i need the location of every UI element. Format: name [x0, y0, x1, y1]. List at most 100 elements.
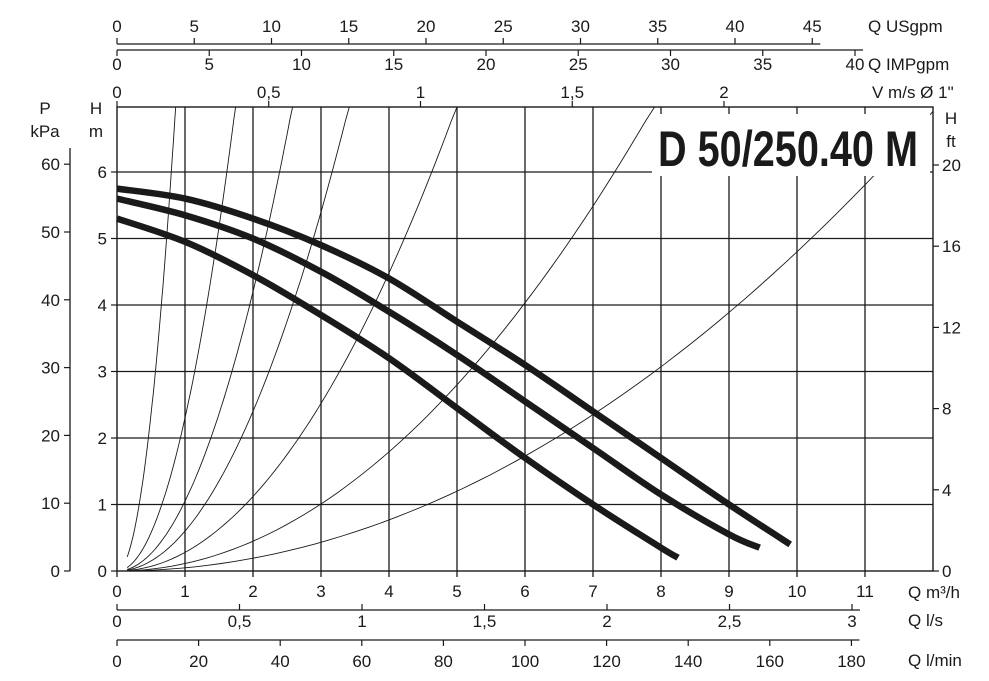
head-ft-axis-tick-label: 20	[942, 156, 961, 175]
chart-title: D 50/250.40 M	[658, 121, 918, 177]
impgpm-axis-tick-label: 5	[205, 55, 214, 74]
head-ft-axis-tick-label: 16	[942, 237, 961, 256]
system-curve	[127, 106, 294, 570]
x-tick-label: 6	[520, 582, 529, 601]
y-tick-label: 1	[98, 496, 107, 515]
usgpm-axis-label: Q USgpm	[868, 17, 943, 36]
lmin-axis-tick-label: 160	[756, 652, 784, 671]
lmin-axis-tick-label: 0	[112, 652, 121, 671]
pump-curve	[115, 215, 680, 561]
title-backing	[652, 114, 930, 176]
velocity-axis-tick-label: 0,5	[257, 83, 281, 102]
impgpm-axis-tick-label: 15	[384, 55, 403, 74]
usgpm-axis-tick-label: 30	[571, 17, 590, 36]
ls-axis-tick-label: 1	[357, 612, 366, 631]
pump-curve	[116, 185, 792, 548]
y-tick-label: 3	[98, 363, 107, 382]
usgpm-axis-tick-label: 40	[726, 17, 745, 36]
lmin-axis-tick-label: 120	[592, 652, 620, 671]
system-curve	[127, 106, 655, 572]
lmin-axis-tick-label: 60	[352, 652, 371, 671]
head-ft-axis-tick-label: 12	[942, 318, 961, 337]
impgpm-axis-label: Q IMPgpm	[868, 55, 949, 74]
system-curves-group	[126, 106, 934, 572]
head-ft-axis-tick-label: 0	[942, 562, 951, 581]
usgpm-axis-tick-label: 15	[339, 17, 358, 36]
impgpm-axis-tick-label: 30	[661, 55, 680, 74]
x-tick-label: 0	[112, 582, 121, 601]
lmin-axis-tick-label: 80	[434, 652, 453, 671]
x-tick-label: 1	[180, 582, 189, 601]
velocity-axis-tick-label: 1,5	[560, 83, 584, 102]
x-tick-label: 10	[788, 582, 807, 601]
head-ft-axis-label-ft: ft	[946, 132, 956, 151]
ls-axis-tick-label: 3	[847, 612, 856, 631]
pump-curve	[116, 195, 761, 551]
velocity-axis-tick-label: 2	[719, 83, 728, 102]
ls-axis-tick-label: 0	[112, 612, 121, 631]
pressure-axis-tick-label: 0	[51, 562, 60, 581]
impgpm-axis-tick-label: 25	[569, 55, 588, 74]
pressure-axis-tick-label: 30	[41, 359, 60, 378]
x-tick-label: 2	[248, 582, 257, 601]
y-tick-label: 2	[98, 429, 107, 448]
impgpm-axis-tick-label: 10	[292, 55, 311, 74]
x-tick-label: 11	[856, 582, 874, 601]
impgpm-axis-tick-label: 20	[477, 55, 496, 74]
head-m-axis-label-m: m	[89, 122, 103, 141]
lmin-axis-tick-label: 20	[189, 652, 208, 671]
pressure-axis-tick-label: 60	[41, 155, 60, 174]
usgpm-axis-tick-label: 35	[648, 17, 667, 36]
y-tick-label: 4	[98, 296, 107, 315]
lmin-axis-tick-label: 140	[674, 652, 702, 671]
flow-lmin-axis-label: Q l/min	[908, 651, 962, 670]
velocity-axis-label: V m/s Ø 1"	[872, 83, 954, 102]
x-tick-label: 3	[316, 582, 325, 601]
ls-axis-tick-label: 0,5	[228, 612, 252, 631]
system-curve	[126, 106, 177, 558]
system-curve	[126, 106, 237, 568]
pump-curves-group	[115, 185, 792, 561]
head-ft-axis-label-h: H	[945, 109, 957, 128]
usgpm-axis-tick-label: 45	[803, 17, 822, 36]
head-ft-axis-tick-label: 8	[942, 400, 951, 419]
x-tick-label: 4	[384, 582, 393, 601]
impgpm-axis-tick-label: 35	[753, 55, 772, 74]
x-tick-label: 9	[724, 582, 733, 601]
impgpm-axis-tick-label: 0	[112, 55, 121, 74]
system-curve	[127, 111, 934, 572]
system-curve	[127, 106, 458, 572]
usgpm-axis-tick-label: 20	[417, 17, 436, 36]
y-tick-label: 0	[98, 562, 107, 581]
y-tick-label: 5	[98, 230, 107, 249]
lmin-axis-tick-label: 40	[271, 652, 290, 671]
ls-axis-tick-label: 2,5	[718, 612, 742, 631]
usgpm-axis-tick-label: 0	[112, 17, 121, 36]
pressure-axis-tick-label: 50	[41, 223, 60, 242]
x-tick-label: 7	[588, 582, 597, 601]
flow-ls-axis-label: Q l/s	[908, 611, 943, 630]
ls-axis-tick-label: 1,5	[473, 612, 497, 631]
lmin-axis-tick-label: 100	[511, 652, 539, 671]
pressure-axis-tick-label: 40	[41, 291, 60, 310]
system-curve	[127, 106, 350, 571]
pressure-axis-label-p: P	[39, 99, 50, 118]
pressure-axis-tick-label: 20	[41, 426, 60, 445]
x-tick-label: 5	[452, 582, 461, 601]
head-ft-axis-tick-label: 4	[942, 481, 951, 500]
head-m-axis-label-h: H	[90, 99, 102, 118]
usgpm-axis-tick-label: 5	[190, 17, 199, 36]
velocity-axis-tick-label: 0	[112, 83, 121, 102]
usgpm-axis-tick-label: 10	[262, 17, 281, 36]
axes-group: 0 1 2 3 4 5 6 7 8 9 10 110 5 10 15 20 25 30 35 40 450 5 10 15 20…	[41, 17, 961, 671]
impgpm-axis-tick-label: 40	[846, 55, 865, 74]
x-tick-label: 8	[656, 582, 665, 601]
usgpm-axis-tick-label: 25	[494, 17, 513, 36]
pressure-axis-label-kpa: kPa	[30, 122, 60, 141]
velocity-axis-tick-label: 1	[416, 83, 425, 102]
y-tick-label: 6	[98, 163, 107, 182]
flow-m3h-axis-label: Q m³/h	[908, 583, 960, 602]
lmin-axis-tick-label: 180	[837, 652, 865, 671]
pressure-axis-tick-label: 10	[41, 494, 60, 513]
